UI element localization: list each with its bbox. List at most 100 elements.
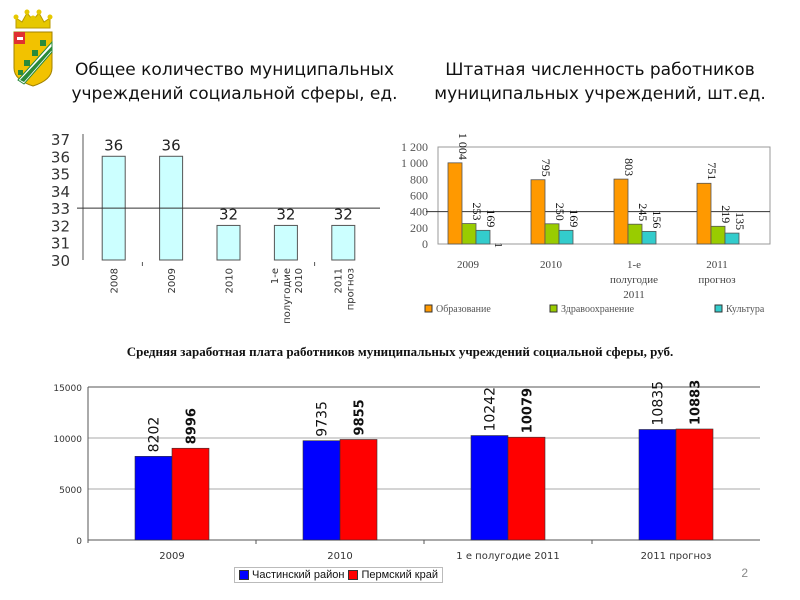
bar-Культура	[724, 232, 740, 245]
bar-Пермский край	[171, 447, 210, 541]
x-tick-label: прогноз	[698, 274, 735, 286]
data-label: 9855	[353, 399, 368, 435]
bar-Здравоохранение	[710, 225, 726, 245]
data-label: 803	[622, 158, 636, 176]
data-label: 10242	[483, 387, 499, 432]
x-tick-label: 2010	[327, 551, 352, 562]
bar-Частинский район	[134, 456, 173, 541]
x-tick-label: 1-е	[627, 259, 641, 271]
x-tick-label: полугодие	[610, 274, 658, 286]
x-tick-label: 2011	[623, 289, 645, 301]
chart2-title-line2: муниципальных учреждений, шт.ед.	[434, 84, 766, 104]
y-tick-label: 33	[51, 200, 70, 218]
chart1-title-line1: Общее количество муниципальных	[74, 60, 395, 80]
data-label: 36	[162, 136, 181, 154]
x-tick-label: 2008	[110, 268, 121, 293]
bar-Пермский край	[675, 428, 714, 541]
data-label: 219	[719, 205, 733, 223]
bar-Образование	[696, 182, 712, 245]
legend-swatch-icon	[424, 304, 433, 313]
legend-swatch-icon	[239, 570, 249, 581]
bar-Частинский район	[638, 429, 677, 541]
bar-Здравоохранение	[544, 223, 560, 245]
page-number: 2	[741, 566, 748, 580]
bar-Образование	[447, 162, 463, 245]
data-label: 253	[470, 203, 484, 221]
y-tick-label: 30	[51, 252, 70, 270]
extra-data-label: 1	[492, 242, 504, 248]
bar-Культура	[475, 229, 491, 245]
legend-label: Пермский край	[361, 569, 438, 581]
x-tick-label: прогноз	[345, 268, 356, 310]
bar	[273, 224, 298, 261]
data-label: 32	[276, 205, 295, 223]
bar-Образование	[530, 179, 546, 245]
legend-item-series-1: Частинский район	[239, 569, 344, 581]
data-label: 245	[636, 203, 650, 221]
x-tick-label: 2011	[333, 268, 344, 293]
y-tick-label: 400	[410, 205, 428, 219]
y-tick-label: 1 200	[401, 140, 428, 154]
bar-Культура	[641, 230, 657, 245]
data-label: 135	[733, 212, 747, 230]
data-label: 8996	[185, 408, 200, 444]
data-label: 10835	[651, 381, 667, 426]
chart2-title: Штатная численность работников муниципал…	[420, 58, 780, 106]
data-label: 8202	[147, 417, 163, 453]
y-tick-label: 200	[410, 221, 428, 235]
data-label: 32	[334, 205, 353, 223]
bar	[216, 224, 241, 261]
coat-of-arms-icon	[10, 6, 56, 88]
data-label: 10079	[521, 388, 536, 433]
y-tick-label: 37	[51, 131, 70, 149]
data-label: 250	[553, 203, 567, 221]
data-label: 795	[539, 159, 553, 177]
legend-swatch-icon	[714, 304, 723, 313]
bar-Здравоохранение	[461, 223, 477, 245]
data-label: 751	[705, 162, 719, 180]
legend-item-series-2: Пермский край	[348, 569, 438, 581]
y-tick-label: 10000	[53, 435, 82, 445]
data-label: 169	[484, 209, 498, 227]
data-label: 36	[104, 136, 123, 154]
chart3-title: Средняя заработная плата работников муни…	[126, 344, 674, 359]
legend-swatch-icon	[348, 570, 359, 581]
legend-label: Здравоохранение	[561, 304, 635, 315]
x-tick-label: 2011	[706, 259, 728, 271]
legend-label: Культура	[726, 304, 765, 315]
y-tick-label: 1 000	[401, 156, 428, 170]
y-tick-label: 34	[51, 183, 70, 201]
bar-Пермский край	[339, 439, 378, 541]
data-label: 32	[219, 205, 238, 223]
legend-swatch-icon	[549, 304, 558, 313]
chart3-salary: 0 5000 10000 15000 8202 8996 2009 9735 9855 2010 1…	[53, 380, 760, 562]
bar-Пермский край	[507, 436, 546, 541]
y-tick-label: 15000	[53, 384, 82, 394]
y-tick-label: 0	[422, 237, 428, 251]
x-tick-label: 2009	[457, 259, 480, 271]
bar-Культура	[558, 229, 574, 245]
chart2-title-line1: Штатная численность работников	[445, 60, 755, 80]
y-tick-label: 600	[410, 189, 428, 203]
y-tick-label: 5000	[59, 486, 82, 496]
chart1-title-line2: учреждений социальной сферы, ед.	[71, 84, 398, 104]
bar-Образование	[613, 178, 629, 245]
chart3-legend: Частинский район Пермский край	[234, 567, 443, 583]
legend-label: Частинский район	[252, 569, 345, 581]
data-label: 9735	[315, 401, 331, 437]
x-tick-label: 2010	[225, 268, 236, 293]
data-label: 10883	[689, 380, 704, 425]
y-tick-label: 32	[51, 217, 70, 235]
bar-Здравоохранение	[627, 223, 643, 245]
bar-Частинский район	[470, 435, 509, 541]
x-tick-label: 2009	[159, 551, 184, 562]
legend-label: Образование	[436, 304, 491, 315]
data-label: 156	[650, 210, 664, 228]
x-tick-label: 1-е	[270, 268, 281, 284]
bar-Частинский район	[302, 440, 341, 541]
y-tick-label: 36	[51, 148, 70, 166]
y-tick-label: 0	[76, 537, 82, 547]
x-tick-label: полугодие	[282, 268, 293, 324]
